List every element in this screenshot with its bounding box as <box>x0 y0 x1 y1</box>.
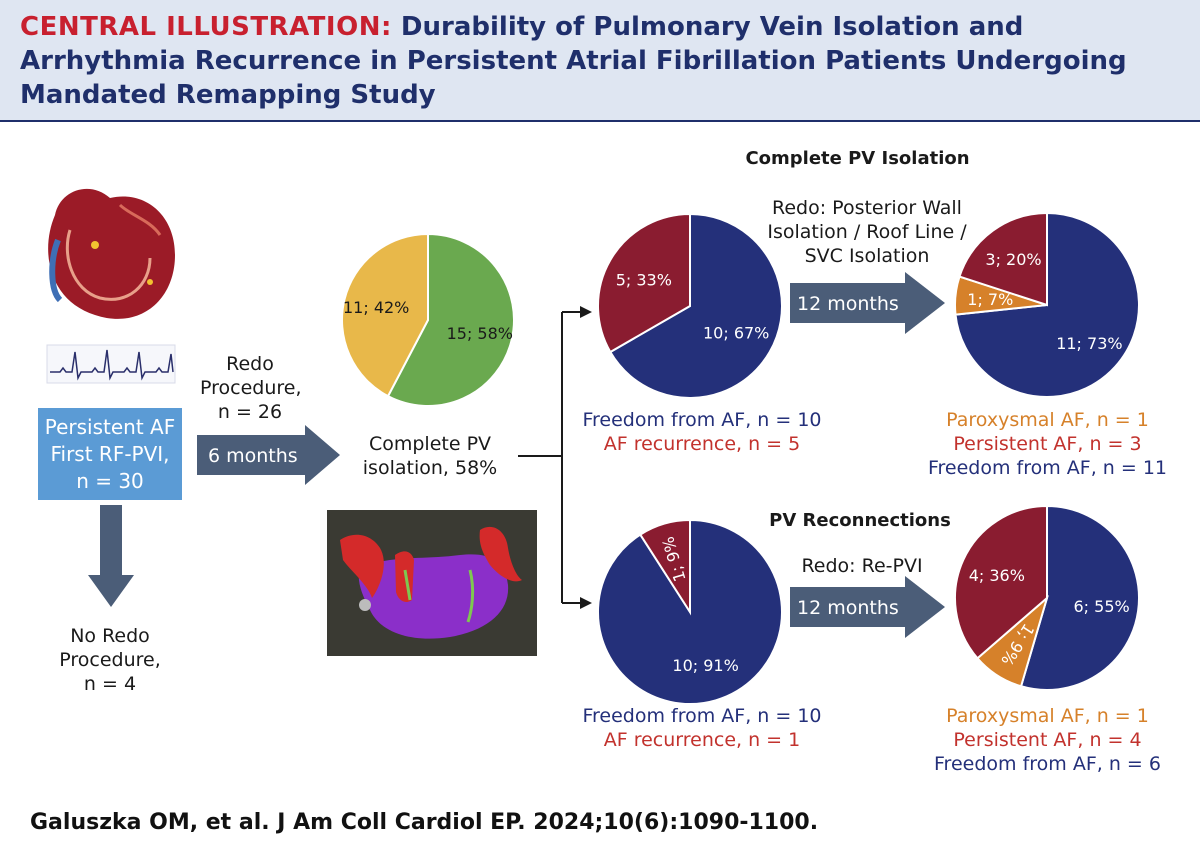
pie-1-label-1: 15; 58% <box>447 324 513 343</box>
pie-1-slice-2 <box>341 232 429 398</box>
bracket-arrowhead-bottom <box>580 597 592 609</box>
start-box-line2: First RF-PVI, <box>50 442 170 466</box>
arrow-6-months <box>197 425 340 485</box>
no-redo-line1: No Redo <box>70 625 150 647</box>
redo-top-line1: Redo: Posterior Wall <box>772 197 962 219</box>
pie-charts: 15; 58% 11; 42% 10; 67% 5; 33% 11; 73% 1; 7% 3… <box>341 211 1140 705</box>
legend-top-right-parox: Paroxysmal AF, n = 1 <box>946 409 1149 431</box>
start-box-line1: Persistent AF <box>44 415 176 439</box>
pie-2-label-1: 10; 67% <box>703 324 769 343</box>
pie-5-label-3: 4; 36% <box>969 566 1025 585</box>
no-redo-text: No Redo Procedure, n = 4 <box>45 624 175 696</box>
pie-3-label-3: 3; 20% <box>985 250 1041 269</box>
redo-text: Redo Procedure, n = 26 <box>200 352 302 424</box>
legend-bottom-mid-free: Freedom from AF, n = 10 <box>582 705 822 727</box>
complete-pv-caption-line1: Complete PV <box>368 433 492 455</box>
redo-bottom-text: Redo: Re-PVI <box>801 555 923 577</box>
legend-bottom-mid: Freedom from AF, n = 10 AF recurrence, n… <box>572 704 832 752</box>
redo-top-text: Redo: Posterior Wall Isolation / Roof Li… <box>742 196 992 268</box>
no-redo-line2: Procedure, <box>59 649 161 671</box>
arrow-12-months-top <box>790 272 945 334</box>
pie-1-label-2: 11; 42% <box>343 298 409 317</box>
header-banner: CENTRAL ILLUSTRATION: Durability of Pulm… <box>0 0 1200 122</box>
heart-illustration <box>48 188 176 319</box>
arrow-6-months-label: 6 months <box>208 445 298 467</box>
redo-top-line2: Isolation / Roof Line / <box>767 221 967 243</box>
legend-bottom-right-pers: Persistent AF, n = 4 <box>953 729 1142 751</box>
pie-3-label-2: 1; 7% <box>967 290 1013 309</box>
legend-top-right-pers: Persistent AF, n = 3 <box>953 433 1142 455</box>
no-redo-line3: n = 4 <box>83 673 137 695</box>
complete-pv-caption-line2: isolation, 58% <box>362 457 498 479</box>
legend-top-right: Paroxysmal AF, n = 1 Persistent AF, n = … <box>925 408 1170 480</box>
pie-2-label-2: 5; 33% <box>616 270 672 289</box>
arrow-12-months-bottom-label: 12 months <box>797 597 899 619</box>
page-title: CENTRAL ILLUSTRATION: Durability of Pulm… <box>20 10 1180 112</box>
legend-bottom-right-free: Freedom from AF, n = 6 <box>934 753 1161 775</box>
citation: Galuszka OM, et al. J Am Coll Cardiol EP… <box>30 810 819 835</box>
redo-line1: Redo <box>226 353 274 375</box>
legend-bottom-right-parox: Paroxysmal AF, n = 1 <box>946 705 1149 727</box>
pie-3-label-1: 11; 73% <box>1056 334 1122 353</box>
redo-line2: Procedure, <box>200 377 302 399</box>
pie-2-slice-1 <box>608 212 783 399</box>
bracket-connector <box>518 311 582 604</box>
complete-pv-caption: Complete PV isolation, 58% <box>355 432 505 480</box>
redo-line3: n = 26 <box>217 401 283 423</box>
legend-top-right-free: Freedom from AF, n = 11 <box>927 457 1168 479</box>
pie-5-label-1: 6; 55% <box>1073 597 1129 616</box>
pie-5-slice-3 <box>954 504 1048 660</box>
legend-top-mid-free: Freedom from AF, n = 10 <box>582 409 822 431</box>
legend-top-mid: Freedom from AF, n = 10 AF recurrence, n… <box>572 408 832 456</box>
title-text: Durability of Pulmonary Vein Isolation a… <box>20 12 1127 110</box>
pie-3-slice-3 <box>958 211 1048 307</box>
start-box-line3: n = 30 <box>76 469 144 493</box>
arrow-12-months-top-label: 12 months <box>797 293 899 315</box>
pie-4-label-1: 10; 91% <box>672 656 738 675</box>
redo-top-line3: SVC Isolation <box>804 245 930 267</box>
legend-bottom-mid-recur: AF recurrence, n = 1 <box>603 729 801 751</box>
section-title-top: Complete PV Isolation <box>745 148 970 169</box>
legend-bottom-right: Paroxysmal AF, n = 1 Persistent AF, n = … <box>925 704 1170 776</box>
pie-5-slice-1 <box>1019 504 1140 691</box>
pie-4-slice-2 <box>638 518 691 616</box>
section-title-bottom: PV Reconnections <box>769 510 951 531</box>
bracket-arrowhead-top <box>580 306 592 318</box>
legend-top-mid-recur: AF recurrence, n = 5 <box>603 433 801 455</box>
ecg-trace <box>50 349 174 381</box>
title-lead: CENTRAL ILLUSTRATION: <box>20 12 392 42</box>
arrow-12-months-bottom <box>790 576 945 638</box>
arrow-down-no-redo <box>88 505 134 607</box>
pie-1-slice-1 <box>386 232 515 407</box>
start-box: Persistent AF First RF-PVI, n = 30 <box>38 408 182 500</box>
pie-2-slice-2 <box>597 212 691 354</box>
pv-map-image <box>327 510 537 656</box>
